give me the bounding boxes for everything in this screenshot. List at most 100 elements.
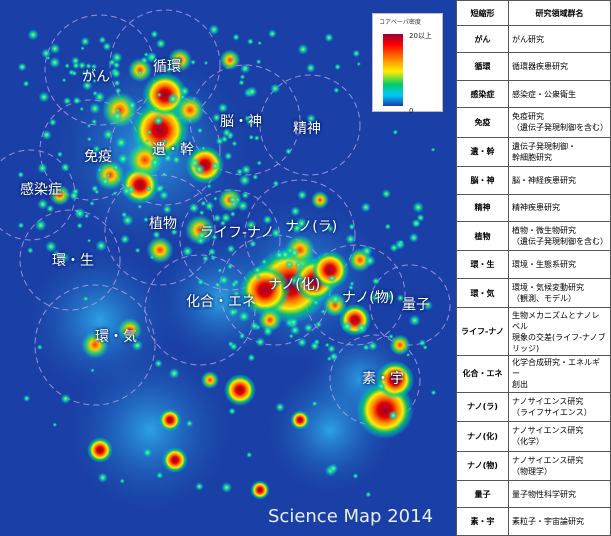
sparse-spot [360, 202, 371, 213]
table-row: 循環 循環器疾患研究 [456, 52, 611, 81]
sparse-spot [201, 146, 206, 151]
sparse-spot [155, 184, 164, 193]
sparse-spot [143, 216, 149, 223]
row-name: 素粒子・宇宙論研究 [508, 507, 611, 536]
sparse-spot [274, 250, 285, 260]
sparse-spot [213, 196, 218, 201]
sparse-spot [105, 173, 111, 178]
region-label: 素・宇 [362, 371, 404, 387]
region-label: 循環 [153, 59, 181, 75]
sparse-spot [231, 281, 238, 288]
sparse-spot [112, 164, 120, 172]
hot-spot [310, 250, 350, 290]
table-row: 免疫 免疫研究 （遺伝子発現制御を含む） [456, 107, 611, 138]
sparse-spot [185, 419, 194, 428]
sparse-spot [100, 176, 111, 186]
sparse-spot [163, 154, 173, 163]
sparse-spot [210, 161, 220, 171]
sparse-spot [294, 260, 303, 269]
hot-spot [290, 410, 310, 430]
sparse-spot [145, 185, 153, 192]
sparse-spot [159, 190, 169, 201]
sparse-spot [134, 247, 141, 254]
sparse-spot [27, 247, 34, 254]
sparse-spot [137, 70, 143, 76]
sparse-spot [85, 63, 92, 70]
sparse-spot [22, 80, 30, 87]
sparse-spot [247, 38, 254, 45]
sparse-spot [371, 277, 380, 286]
haze-blob [150, 230, 290, 370]
density-legend: コアペーパ密度 20以上 0 [372, 13, 443, 115]
row-abbr: 感染症 [456, 79, 509, 109]
sparse-spot [228, 407, 236, 415]
sparse-spot [228, 307, 238, 318]
region-label: ライフ-ナノ [200, 225, 275, 241]
sparse-spot [382, 290, 395, 302]
sparse-spot [388, 410, 399, 421]
hot-spot [250, 480, 270, 500]
legend-color-bar [383, 34, 403, 106]
sparse-spot [196, 230, 208, 241]
region-boundary [259, 74, 361, 176]
sparse-spot [94, 91, 106, 103]
sparse-spot [49, 43, 61, 55]
sparse-spot [326, 356, 332, 362]
sparse-spot [217, 102, 228, 113]
sparse-spot [71, 187, 80, 196]
header-abbr: 短縮形 [456, 0, 509, 26]
row-abbr: ナノ(化) [456, 421, 509, 452]
region-boundary [34, 284, 156, 406]
sparse-spot [71, 70, 78, 77]
warm-spot [258, 308, 282, 332]
row-name: 環境・生態系研究 [508, 250, 611, 279]
legend-max-label: 20以上 [409, 32, 432, 40]
sparse-spot [98, 36, 107, 44]
sparse-spot [182, 245, 193, 257]
sparse-spot [275, 282, 281, 287]
sparse-spot [306, 113, 316, 124]
header-name: 研究領域群名 [508, 0, 611, 26]
table-row: 環・生 環境・生態系研究 [456, 250, 611, 279]
sparse-spot [232, 33, 240, 41]
sparse-spot [270, 83, 281, 94]
sparse-spot [253, 135, 260, 141]
sparse-spot [349, 281, 355, 287]
sparse-spot [412, 201, 425, 214]
sparse-spot [61, 78, 67, 83]
sparse-spot [41, 48, 52, 59]
sparse-spot [324, 33, 334, 43]
sparse-spot [52, 422, 58, 428]
table-row: ナノ(ラ) ナノサイエンス研究 （ライフサイエンス） [456, 391, 611, 423]
sparse-spot [345, 233, 356, 245]
sparse-spot [202, 255, 209, 262]
sparse-spot [311, 400, 318, 407]
warm-spot [118, 318, 142, 342]
table-row: ナノ(物) ナノサイエンス研究 （物理学） [456, 450, 611, 482]
row-name: ナノサイエンス研究 （物理学） [508, 450, 611, 482]
region-label: がん [82, 69, 110, 85]
sparse-spot [396, 294, 405, 302]
sparse-spot [270, 227, 282, 239]
row-abbr: 循環 [456, 52, 509, 81]
region-boundary [44, 14, 156, 126]
sparse-spot [364, 255, 376, 267]
sparse-spot [255, 274, 262, 280]
table-row: 化合・エネ 化学合成研究・エネルギー 創出 [456, 355, 611, 393]
sparse-spot [272, 180, 280, 187]
sparse-spot [231, 140, 238, 147]
sparse-spot [247, 353, 256, 362]
region-label: 植物 [149, 216, 177, 232]
sparse-spot [80, 36, 90, 47]
sparse-spot [174, 56, 183, 64]
sparse-spot [261, 258, 268, 265]
sparse-spot [348, 284, 354, 291]
sparse-spot [312, 299, 319, 306]
row-abbr: 遺・幹 [456, 136, 509, 168]
sparse-spot [368, 341, 378, 351]
sparse-spot [352, 473, 359, 479]
sparse-spot [86, 136, 92, 142]
table-row: 量子 量子物性科学研究 [456, 479, 611, 509]
sparse-spot [154, 107, 159, 112]
density-spots [17, 15, 437, 500]
